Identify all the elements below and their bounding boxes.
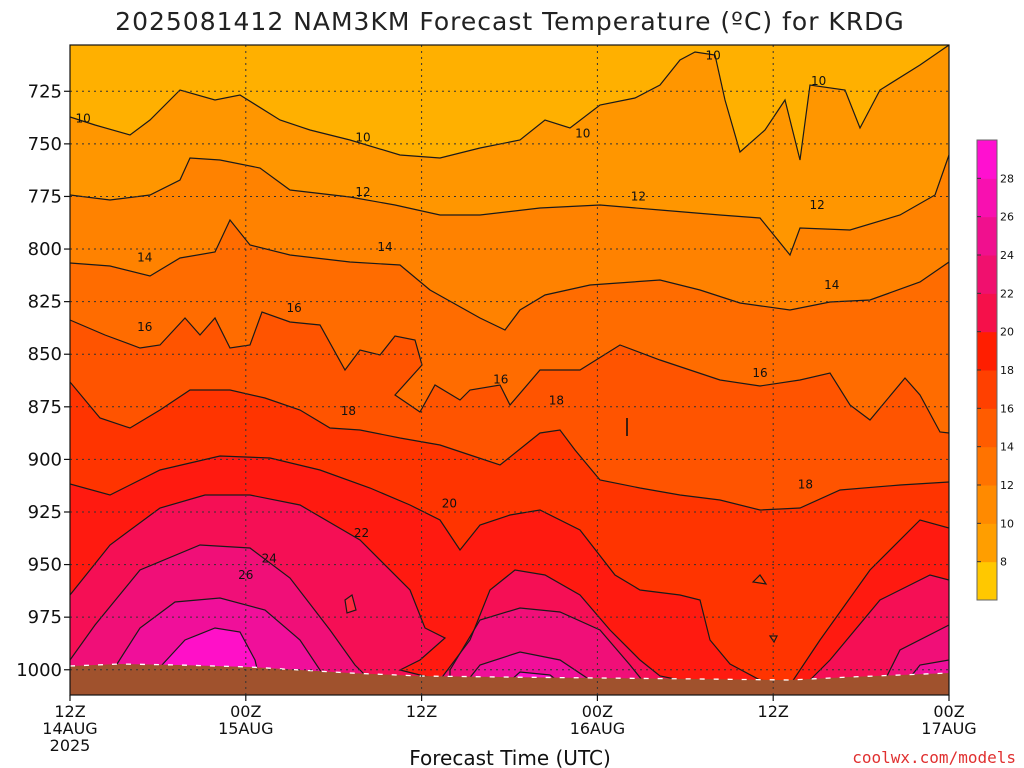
contour-label: 10 <box>575 126 590 140</box>
contour-label: 10 <box>811 74 826 88</box>
colorbar-swatch <box>977 140 997 179</box>
colorbar-label: 26 <box>1000 211 1014 224</box>
colorbar-swatch <box>977 370 997 409</box>
colorbar-swatch <box>977 446 997 486</box>
y-tick-label: 875 <box>28 397 62 418</box>
contour-16 <box>70 311 949 434</box>
contour-label: 14 <box>824 278 839 292</box>
x-tick-label: 00Z <box>933 702 964 721</box>
y-tick-label: 725 <box>28 81 62 102</box>
y-tick-label: 800 <box>28 239 62 260</box>
y-tick-label: 775 <box>28 186 62 207</box>
contour-label: 10 <box>705 49 720 63</box>
small-contour-line <box>344 574 778 644</box>
y-tick-label: 1000 <box>16 660 62 681</box>
contour-label: 14 <box>137 250 152 264</box>
chart-title: 2025081412 NAM3KM Forecast Temperature (… <box>115 7 905 36</box>
colorbar-label: 22 <box>1000 287 1014 300</box>
x-tick-label: 2025 <box>50 736 91 755</box>
contour-10 <box>70 45 949 161</box>
contour-label: 12 <box>810 198 825 212</box>
x-tick-label: 14AUG <box>42 719 97 738</box>
contour-label: 18 <box>549 394 564 408</box>
colorbar-swatch <box>977 255 997 294</box>
x-tick-label: 16AUG <box>570 719 625 738</box>
x-tick-label: 12Z <box>758 702 789 721</box>
contour-label: 10 <box>76 112 91 126</box>
colorbar-label: 16 <box>1000 402 1014 415</box>
colorbar-swatch <box>977 331 997 371</box>
contour-label: 16 <box>752 366 767 380</box>
contour-labels: 10 10 10 10 10 12 12 12 14 14 14 16 16 16 16 18 18 18 20 22… <box>76 49 840 583</box>
x-tick-label: 00Z <box>230 702 261 721</box>
y-tick-label: 950 <box>28 555 62 576</box>
contour-label: 18 <box>798 478 813 492</box>
contour-14 <box>70 218 949 331</box>
colorbar-label: 18 <box>1000 364 1014 377</box>
colorbar-swatch <box>977 178 997 218</box>
y-tick-label: 825 <box>28 292 62 313</box>
y-axis: 725 750 775 800 825 850 875 900 925 950 975 1000 <box>16 81 70 681</box>
colorbar-swatch <box>977 523 997 563</box>
colorbar: 8 10 12 14 16 18 20 22 24 26 28 <box>976 139 1014 601</box>
x-axis-label: Forecast Time (UTC) <box>409 746 611 768</box>
contour-label: 18 <box>341 404 356 418</box>
contour-label: 12 <box>355 185 370 199</box>
colorbar-swatch <box>977 561 997 601</box>
contour-label: 14 <box>377 240 392 254</box>
grid <box>70 45 949 695</box>
small-contour <box>753 575 766 584</box>
contour-18 <box>70 381 949 511</box>
surface-terrain <box>70 664 949 695</box>
credit-text: coolwx.com/models <box>852 748 1016 767</box>
x-tick-label: 15AUG <box>218 719 273 738</box>
colorbar-label: 14 <box>1000 441 1014 454</box>
contour-label: 10 <box>355 131 370 145</box>
colorbar-label: 20 <box>1000 326 1014 339</box>
y-tick-label: 850 <box>28 344 62 365</box>
y-tick-label: 975 <box>28 607 62 628</box>
colorbar-swatch <box>977 408 997 448</box>
contour-label: 12 <box>631 189 646 203</box>
x-tick-label: 12Z <box>406 702 437 721</box>
y-tick-label: 925 <box>28 502 62 523</box>
colorbar-swatch <box>977 293 997 333</box>
colorbar-label: 28 <box>1000 172 1014 185</box>
surface-edge <box>69 663 950 681</box>
contour-label: 20 <box>442 497 457 511</box>
contour-label: 26 <box>238 568 253 582</box>
temperature-fill <box>70 45 949 695</box>
y-tick-label: 750 <box>28 134 62 155</box>
colorbar-swatch <box>977 216 997 256</box>
x-tick-label: 00Z <box>582 702 613 721</box>
y-tick-label: 900 <box>28 449 62 470</box>
contour-label: 16 <box>287 301 302 315</box>
contour-label: 16 <box>137 320 152 334</box>
colorbar-label: 24 <box>1000 249 1014 262</box>
plot-frame <box>69 44 950 696</box>
contour-12 <box>70 154 949 257</box>
colorbar-label: 12 <box>1000 479 1014 492</box>
colorbar-label: 10 <box>1000 517 1014 530</box>
contour-label: 22 <box>354 526 369 540</box>
contour-label: 24 <box>262 551 277 565</box>
colorbar-swatch <box>977 485 997 524</box>
colorbar-label: 8 <box>1000 556 1007 569</box>
x-tick-label: 12Z <box>54 702 85 721</box>
contour-label: 16 <box>493 372 508 386</box>
x-tick-label: 17AUG <box>921 719 976 738</box>
small-contour <box>345 595 356 613</box>
